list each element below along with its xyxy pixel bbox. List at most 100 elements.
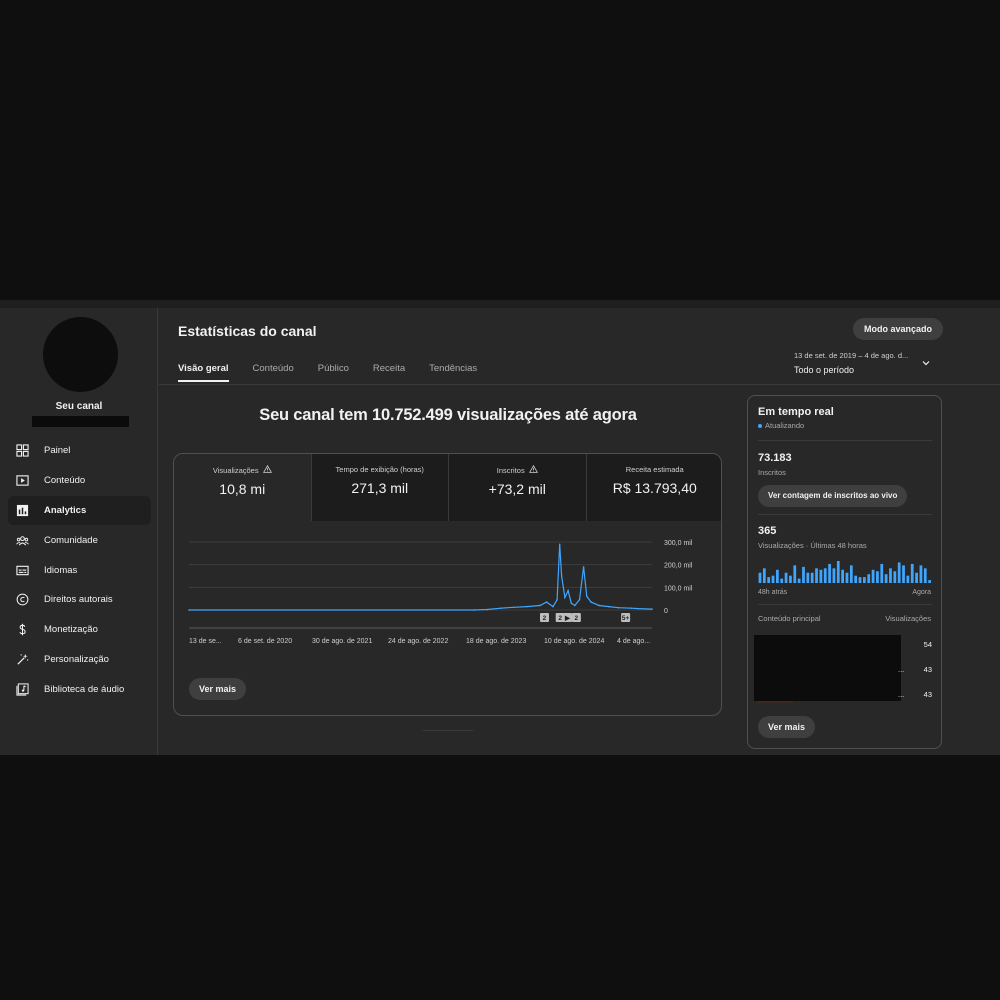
sidebar-item-analytics[interactable]: Analytics (8, 495, 151, 526)
realtime-bar (776, 569, 779, 583)
tab-4[interactable]: Tendências (429, 363, 478, 374)
video-marker[interactable] (621, 613, 631, 622)
realtime-bar (884, 574, 888, 583)
realtime-status-text: Atualizando (765, 421, 805, 430)
tab-2[interactable]: Público (317, 363, 349, 374)
realtime-bar (815, 568, 818, 583)
data-point (617, 606, 620, 609)
metric-tile[interactable]: Inscritos +73,2 mil (448, 454, 586, 521)
period-text: Todo o período (794, 365, 855, 375)
sidebar-item-dollar[interactable]: Monetização (8, 615, 151, 645)
page-title: Estatísticas do canal (178, 323, 317, 339)
channel-avatar[interactable] (43, 317, 118, 392)
content-icon (8, 474, 44, 487)
top-content-header: Conteúdo principal (758, 614, 821, 623)
sidebar-item-subtitles[interactable]: Idiomas (8, 555, 151, 585)
data-point (539, 604, 541, 607)
metric-label: Inscritos (496, 465, 525, 475)
realtime-bar (810, 572, 814, 583)
video-marker-label: 2 (543, 615, 547, 622)
sidebar-item-magic-wand[interactable]: Personalização (8, 645, 151, 675)
video-marker[interactable] (539, 613, 549, 622)
x-tick-label: 6 de set. de 2020 (238, 638, 292, 645)
chevron-down-icon[interactable] (921, 358, 931, 368)
x-tick-label: 10 de ago. de 2024 (544, 638, 604, 645)
views-header: Visualizações (885, 614, 931, 623)
date-range-text: 13 de set. de 2019 – 4 de ago. d... (794, 351, 909, 360)
dashboard-icon (8, 444, 44, 458)
realtime-bar (762, 568, 766, 583)
realtime-bar (928, 580, 931, 583)
sidebar-item-label: Analytics (44, 504, 87, 516)
redacted-content-block (754, 635, 901, 701)
metric-value: R$ 13.793,40 (612, 480, 697, 496)
stats-card: Visualizações 10,8 mi Tempo de exibição (h… (173, 453, 722, 716)
realtime-bar (858, 577, 862, 583)
sidebar-item-label: Conteúdo (44, 475, 86, 487)
sidebar-item-community[interactable]: Comunidade (8, 525, 151, 555)
tabs: Visão geral Conteúdo Público Receita Tendênc… (178, 363, 501, 382)
realtime-bar (902, 565, 905, 583)
views-chart[interactable]: 300,0 mil 200,0 mil 100,0 mil 0 13 de se... 6… (174, 521, 722, 671)
content-views: 54 (923, 640, 932, 649)
sidebar-item-label: Monetização (44, 624, 98, 636)
data-point (526, 605, 528, 608)
data-point (598, 604, 600, 607)
axis-end-label: Agora (912, 589, 931, 596)
sidebar-item-audio-library[interactable]: Biblioteca de áudio (8, 674, 151, 704)
realtime-bar (802, 566, 805, 583)
realtime-bar (915, 572, 918, 583)
data-point (637, 607, 640, 610)
metric-value: 271,3 mil (351, 480, 409, 496)
realtime-bar (880, 563, 884, 583)
realtime-title: Em tempo real (758, 406, 834, 418)
x-tick-label: 4 de ago... (617, 638, 650, 645)
realtime-bar (789, 575, 792, 583)
metric-tile[interactable]: Receita estimada R$ 13.793,40 (585, 454, 722, 521)
tab-0[interactable]: Visão geral (178, 363, 229, 382)
sidebar-item-content[interactable]: Conteúdo (8, 466, 151, 496)
sidebar-item-dashboard[interactable]: Painel (8, 436, 151, 466)
data-point (564, 596, 566, 599)
live-subscriber-count-button[interactable]: Ver contagem de inscritos ao vivo (758, 485, 908, 507)
realtime-bar (780, 578, 784, 583)
realtime-views-bars[interactable] (758, 559, 932, 583)
tab-3[interactable]: Receita (372, 363, 406, 374)
advanced-mode-button[interactable]: Modo avançado (853, 318, 944, 340)
axis-start-label: 48h atrás (758, 589, 788, 596)
data-point (188, 609, 190, 611)
content-title: ... (898, 665, 905, 674)
data-point (590, 601, 592, 603)
audio-library-icon (8, 683, 44, 696)
data-point (586, 595, 588, 598)
data-point (607, 605, 610, 608)
tab-1[interactable]: Conteúdo (252, 363, 294, 374)
metric-tile[interactable]: Tempo de exibição (horas) 271,3 mil (310, 454, 448, 521)
metric-label: Visualizações (212, 465, 259, 475)
sidebar-item-label: Comunidade (44, 534, 98, 546)
metric-label: Tempo de exibição (horas) (335, 465, 424, 474)
video-marker[interactable] (571, 613, 581, 622)
see-more-button[interactable]: Ver mais (189, 678, 247, 700)
metric-label-row: Receita estimada (587, 465, 722, 474)
data-point (630, 607, 633, 609)
channel-name[interactable]: Seu canal (55, 401, 103, 412)
analytics-icon (8, 504, 44, 517)
realtime-see-more-button[interactable]: Ver mais (758, 716, 816, 738)
data-point (552, 605, 554, 608)
x-tick-label: 24 de ago. de 2022 (388, 638, 448, 645)
y-tick-label: 300,0 mil (664, 540, 693, 547)
date-range-picker[interactable]: 13 de set. de 2019 – 4 de ago. d... Todo… (794, 351, 939, 375)
realtime-card: Em tempo real Atualizando 73.183 Inscrit… (747, 395, 942, 749)
divider (758, 604, 932, 605)
video-marker[interactable] (563, 613, 573, 622)
divider (423, 730, 473, 731)
sidebar-item-label: Painel (44, 445, 71, 457)
data-point (560, 575, 563, 577)
realtime-bar (893, 571, 897, 583)
video-marker[interactable] (555, 613, 565, 622)
sidebar-item-copyright[interactable]: Direitos autorais (8, 585, 151, 615)
data-point (473, 609, 476, 611)
metric-tile[interactable]: Visualizações 10,8 mi (174, 454, 311, 521)
content-views: 43 (923, 665, 932, 674)
